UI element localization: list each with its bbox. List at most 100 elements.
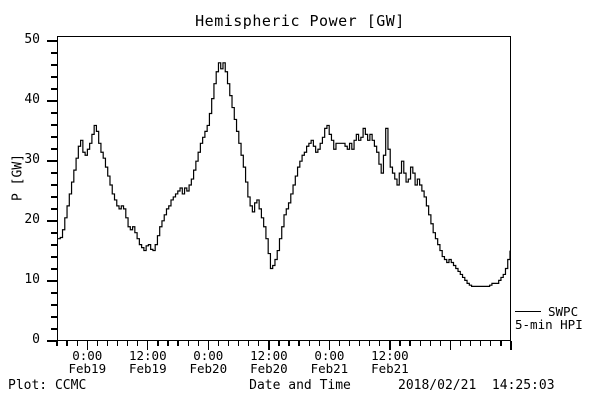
x-tick-minor bbox=[298, 341, 300, 346]
series-line-swpc-5min-hpi bbox=[58, 62, 510, 287]
y-tick-minor bbox=[51, 88, 57, 90]
x-tick-major bbox=[147, 341, 149, 350]
x-tick-minor bbox=[187, 341, 189, 346]
x-tick-minor bbox=[308, 341, 310, 346]
y-tick-minor bbox=[51, 52, 57, 54]
legend-label-product: 5-min HPI bbox=[515, 317, 583, 332]
x-tick-minor bbox=[439, 341, 442, 346]
y-tick-minor bbox=[51, 244, 57, 246]
y-tick-minor bbox=[51, 172, 57, 174]
x-tick-minor bbox=[116, 341, 119, 346]
x-tick-label-time: 12:00 bbox=[371, 348, 409, 363]
x-tick-minor bbox=[237, 341, 240, 346]
x-tick-label-date: Feb21 bbox=[310, 361, 349, 376]
y-tick-label: 30 bbox=[24, 152, 40, 168]
y-tick-minor bbox=[51, 268, 57, 270]
x-tick-minor bbox=[369, 341, 371, 346]
y-tick-major bbox=[47, 40, 57, 42]
y-tick-minor bbox=[51, 112, 57, 114]
x-tick-minor bbox=[409, 341, 411, 346]
x-tick-major bbox=[268, 341, 270, 350]
legend-label-source: SWPC bbox=[548, 304, 579, 319]
x-tick-major bbox=[510, 341, 512, 350]
x-tick-label: 12:00 Feb21 bbox=[345, 349, 435, 375]
x-tick-minor bbox=[217, 341, 220, 346]
x-tick-label-date: Feb21 bbox=[371, 361, 409, 376]
y-tick-minor bbox=[51, 148, 57, 150]
y-tick-minor bbox=[51, 124, 57, 126]
x-tick-minor bbox=[177, 341, 179, 346]
x-tick-minor bbox=[500, 341, 502, 346]
x-tick-minor bbox=[66, 341, 68, 346]
legend-line-swatch bbox=[515, 311, 541, 313]
plot-area bbox=[57, 36, 511, 341]
x-tick-label-time: 12:00 bbox=[250, 348, 288, 363]
x-tick-minor bbox=[338, 341, 341, 346]
x-tick-label-time: 0:00 bbox=[193, 348, 224, 363]
x-tick-minor bbox=[126, 341, 129, 346]
x-tick-label-time: 0:00 bbox=[314, 348, 345, 363]
x-tick-label: 12:00 Feb20 bbox=[224, 349, 314, 375]
x-tick-minor bbox=[490, 341, 492, 346]
y-tick-minor bbox=[51, 76, 57, 78]
y-tick-label: 20 bbox=[24, 212, 40, 228]
chart-title: Hemispheric Power [GW] bbox=[195, 12, 405, 30]
y-tick-major bbox=[47, 100, 57, 102]
x-tick-minor bbox=[429, 341, 431, 346]
x-tick-major bbox=[328, 341, 331, 350]
y-tick-minor bbox=[51, 136, 57, 138]
y-tick-major bbox=[47, 160, 57, 162]
footer-plot-credit: Plot: CCMC bbox=[8, 378, 87, 393]
y-tick-minor bbox=[51, 256, 57, 258]
y-tick-minor bbox=[51, 328, 57, 330]
x-tick-minor bbox=[318, 341, 320, 346]
x-tick-label-time: 0:00 bbox=[72, 348, 103, 363]
y-tick-minor bbox=[51, 184, 57, 186]
y-tick-minor bbox=[51, 316, 57, 318]
x-tick-major bbox=[389, 341, 391, 350]
y-tick-label: 50 bbox=[24, 32, 40, 48]
y-tick-minor bbox=[51, 232, 57, 234]
x-tick-label: 12:00 Feb19 bbox=[103, 349, 193, 375]
x-tick-minor bbox=[278, 341, 280, 346]
y-tick-minor bbox=[51, 304, 57, 306]
x-tick-minor bbox=[167, 341, 169, 346]
x-tick-minor bbox=[157, 341, 159, 346]
x-tick-minor bbox=[137, 341, 139, 346]
x-tick-major bbox=[449, 341, 452, 350]
x-tick-minor bbox=[106, 341, 109, 346]
y-tick-label: 10 bbox=[24, 272, 40, 288]
y-tick-minor bbox=[51, 208, 57, 210]
x-tick-minor bbox=[96, 341, 99, 346]
x-tick-minor bbox=[480, 341, 482, 346]
x-tick-minor bbox=[76, 341, 78, 346]
x-tick-minor bbox=[399, 341, 401, 346]
x-tick-minor bbox=[379, 341, 381, 346]
x-tick-minor bbox=[227, 341, 230, 346]
y-tick-major bbox=[47, 220, 57, 222]
x-tick-label: 0:00 Feb20 bbox=[163, 349, 253, 375]
x-tick-minor bbox=[359, 341, 361, 346]
y-tick-minor bbox=[51, 64, 57, 66]
x-tick-major bbox=[207, 341, 209, 350]
y-tick-minor bbox=[51, 292, 57, 294]
x-tick-minor bbox=[56, 341, 58, 346]
x-tick-minor bbox=[469, 341, 472, 346]
x-tick-minor bbox=[258, 341, 260, 346]
x-tick-label-time: 12:00 bbox=[128, 348, 167, 363]
x-tick-minor bbox=[419, 341, 421, 346]
footer-timestamp: 2018/02/21 14:25:03 bbox=[398, 378, 555, 393]
x-axis-title: Date and Time bbox=[249, 378, 351, 393]
x-tick-label-date: Feb20 bbox=[250, 361, 288, 376]
y-tick-label: 0 bbox=[32, 332, 40, 348]
x-tick-minor bbox=[248, 341, 250, 346]
x-tick-label: 0:00 Feb21 bbox=[284, 349, 374, 375]
x-tick-label: 0:00 Feb19 bbox=[42, 349, 132, 375]
x-tick-label-date: Feb19 bbox=[128, 361, 167, 376]
hemispheric-power-trace bbox=[58, 62, 510, 287]
x-tick-minor bbox=[348, 341, 351, 346]
x-tick-minor bbox=[459, 341, 462, 346]
x-tick-label-date: Feb20 bbox=[189, 361, 228, 376]
x-tick-minor bbox=[288, 341, 290, 346]
y-axis-title: P [GW] bbox=[10, 154, 26, 201]
